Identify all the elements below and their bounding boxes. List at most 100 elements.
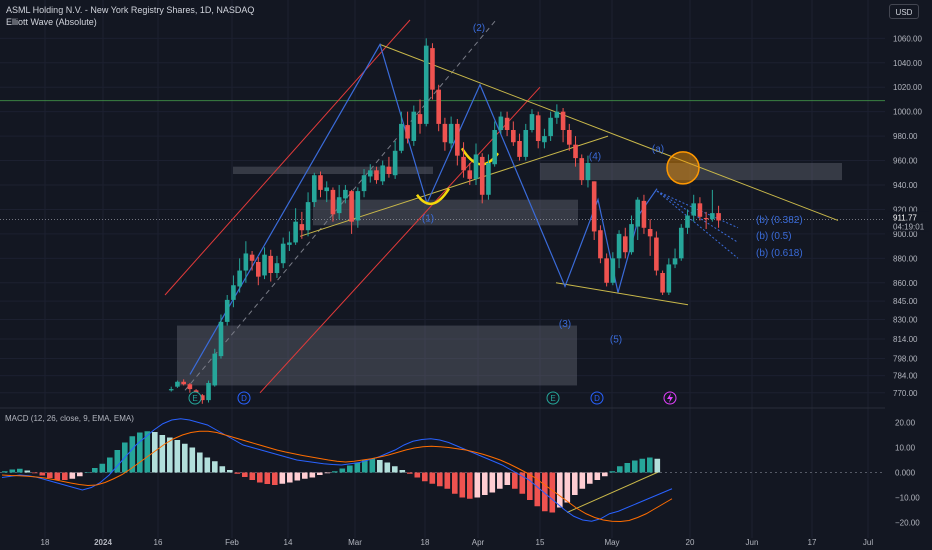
macd-histogram-bar	[594, 472, 601, 480]
price-tick-label: 960.00	[893, 157, 918, 166]
candle-body	[716, 213, 721, 221]
candle-body	[299, 224, 305, 231]
time-tick-label: Jul	[863, 538, 873, 547]
macd-histogram-bar	[9, 469, 16, 473]
macd-histogram-bar	[77, 472, 83, 477]
time-tick-label: 18	[421, 538, 430, 547]
macd-histogram-bar	[309, 472, 316, 478]
price-tick-label: 814.00	[893, 335, 918, 344]
price-tick-label: 1060.00	[893, 34, 922, 43]
macd-histogram-bar	[482, 472, 488, 495]
time-tick-label: Feb	[225, 538, 239, 547]
price-tick-label: 1000.00	[893, 108, 922, 117]
macd-histogram-bar	[639, 458, 646, 473]
wave-label: (a)	[652, 144, 664, 155]
candle-body	[554, 111, 560, 118]
macd-histogram-bar	[407, 472, 413, 474]
candle-body	[206, 383, 211, 401]
macd-histogram-bar	[167, 437, 173, 473]
lower-trendline	[555, 282, 689, 306]
candle-body	[436, 89, 441, 124]
candle-body	[703, 218, 709, 220]
wave-label: (3)	[559, 319, 571, 330]
candle-body	[212, 353, 218, 386]
macd-histogram-bar	[317, 472, 323, 475]
macd-histogram-bar	[339, 468, 346, 473]
macd-histogram-bar	[377, 460, 383, 473]
candle-body	[175, 381, 180, 387]
macd-histogram-bar	[69, 472, 76, 479]
macd-histogram-bar	[54, 472, 61, 480]
macd-histogram-bar	[542, 472, 548, 512]
candle-body	[560, 111, 566, 130]
candle-body	[604, 258, 609, 283]
event-marker-label: D	[594, 394, 600, 403]
candle-body	[535, 115, 541, 141]
macd-histogram-bar	[392, 466, 398, 473]
highlight-circle	[666, 151, 700, 185]
macd-tick-label: −10.00	[895, 494, 920, 503]
macd-histogram-bar	[332, 471, 338, 473]
candle-body	[660, 273, 665, 293]
candle-body	[262, 254, 267, 276]
time-tick-label: 2024	[94, 538, 112, 547]
macd-indicator-label[interactable]: MACD (12, 26, close, 9, EMA, EMA)	[5, 414, 134, 423]
macd-histogram-bar	[354, 462, 361, 473]
candle-body	[249, 254, 255, 261]
candle-body	[473, 154, 479, 179]
candle-body	[635, 199, 641, 227]
macd-histogram-bar	[437, 472, 443, 487]
macd-histogram-bar	[624, 463, 631, 473]
price-tick-label: 880.00	[893, 254, 918, 263]
candle-body	[355, 191, 361, 221]
candle-body	[598, 230, 603, 259]
last-price-label: 911.77	[893, 214, 917, 223]
event-marker-label: E	[192, 394, 197, 403]
signal-line	[1, 430, 673, 523]
macd-histogram-bar	[384, 462, 391, 473]
wave-label: (5)	[610, 335, 622, 346]
candle-body	[517, 141, 522, 157]
candle-body	[697, 203, 703, 217]
macd-histogram-bar	[557, 472, 563, 508]
chart-title: ASML Holding N.V. - New York Registry Sh…	[6, 5, 255, 15]
macd-tick-label: 0.000	[895, 469, 916, 478]
candle-body	[511, 130, 516, 143]
axes: 1060.00 1040.00 1020.00 1000.00 980.00 960.00…	[41, 34, 929, 547]
candle-body	[237, 270, 242, 287]
candle-body	[330, 189, 336, 215]
time-tick-label: 20	[686, 538, 695, 547]
macd-histogram-bar	[287, 472, 293, 483]
macd-histogram-bar	[249, 472, 256, 480]
macd-histogram-bar	[347, 465, 353, 473]
macd-histogram-bar	[504, 472, 511, 485]
candle-body	[411, 111, 417, 141]
candle-body	[685, 215, 690, 228]
currency-button[interactable]: USD	[889, 4, 919, 19]
candle-body	[523, 130, 529, 157]
macd-histogram-bar	[257, 472, 263, 483]
candle-body	[187, 384, 193, 390]
macd-histogram-bar	[189, 447, 196, 473]
macd-histogram-bar	[129, 436, 136, 473]
countdown-label: 04:19:01	[893, 223, 925, 232]
candle-body	[380, 165, 385, 182]
candle-body	[492, 130, 497, 165]
candle-body	[324, 187, 330, 192]
wave-label: (b) (0.382)	[756, 215, 803, 226]
candle-body	[256, 262, 261, 277]
time-tick-label: 14	[284, 538, 293, 547]
candle-body	[678, 227, 684, 259]
macd-histogram-bar	[302, 472, 308, 479]
indicator-label[interactable]: Elliott Wave (Absolute)	[6, 17, 97, 27]
event-marker	[237, 391, 251, 405]
price-tick-label: 920.00	[893, 205, 918, 214]
candle-body	[224, 299, 230, 322]
candle-body	[616, 233, 622, 259]
price-tick-label: 784.00	[893, 372, 918, 381]
macd-histogram-bar	[602, 472, 608, 477]
candle-body	[548, 117, 553, 137]
candle-body	[287, 242, 292, 245]
price-tick-label: 1020.00	[893, 83, 922, 92]
